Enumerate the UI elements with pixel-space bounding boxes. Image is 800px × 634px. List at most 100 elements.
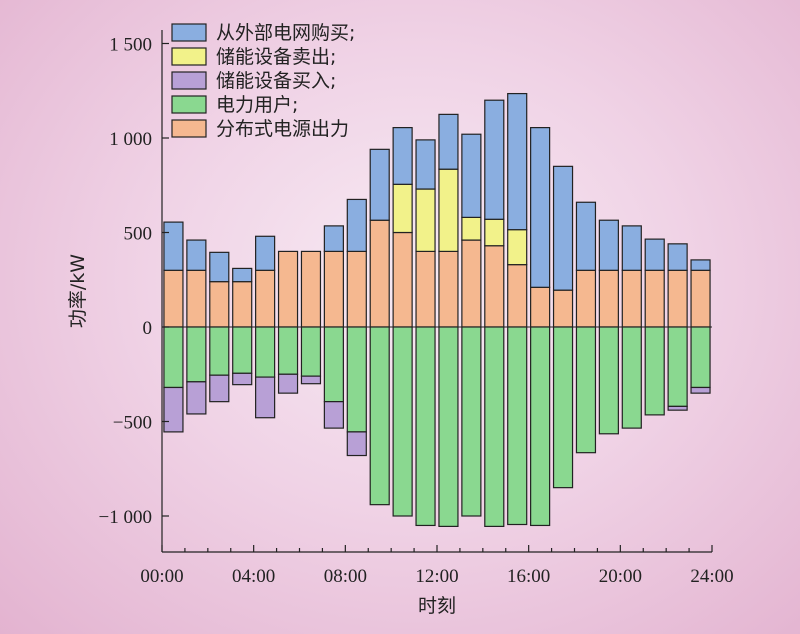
bar-segment	[530, 326, 551, 527]
bar-segment	[552, 289, 574, 328]
bar-segment	[369, 219, 390, 328]
x-tick-label: 16:00	[507, 566, 550, 587]
bar-segment	[667, 243, 688, 271]
bar-segment	[507, 229, 528, 266]
bar-segment	[392, 326, 413, 517]
bar-segment	[598, 219, 619, 271]
y-tick-label: 500	[124, 224, 153, 245]
x-tick-label: 12:00	[415, 566, 458, 587]
bar-segment	[438, 326, 459, 527]
x-axis-title: 时刻	[418, 595, 456, 617]
y-tick-label: 0	[143, 318, 153, 339]
bar-segment	[690, 326, 711, 389]
bar-segment	[392, 127, 413, 185]
bar-segment	[667, 405, 688, 411]
bar-segment	[323, 225, 344, 252]
bar-segment	[209, 251, 230, 283]
bar-segment	[461, 326, 482, 517]
bar-segment	[484, 99, 505, 220]
bar-segment	[690, 259, 711, 271]
bar-segment	[530, 286, 551, 328]
legend: 从外部电网购买;储能设备卖出;储能设备买入;电力用户;分布式电源出力	[171, 22, 355, 140]
bar-segment	[163, 269, 184, 328]
bar-segment	[415, 139, 436, 190]
bar-segment	[277, 250, 299, 328]
bar-segment	[575, 269, 597, 328]
legend-label: 分布式电源出力	[216, 118, 349, 140]
y-tick-label: 1 500	[109, 35, 152, 56]
bar-segment	[163, 386, 184, 433]
x-tick-label: 04:00	[232, 566, 275, 587]
bar-segment	[186, 239, 207, 271]
bar-segment	[277, 373, 299, 394]
bar-segment	[667, 326, 688, 407]
bar-segment	[415, 326, 436, 527]
legend-swatch	[171, 47, 207, 66]
bar-segment	[369, 326, 390, 506]
bar-segment	[644, 238, 665, 271]
bar-segment	[484, 245, 505, 328]
bar-segment	[346, 250, 367, 328]
bar-segment	[415, 188, 436, 252]
bar-segment	[323, 250, 344, 328]
bar-segment	[323, 401, 344, 429]
bar-segment	[690, 269, 711, 328]
bar-segment	[300, 250, 322, 328]
y-tick-label: −500	[113, 413, 152, 434]
bar-segment	[277, 326, 299, 375]
bar-segment	[346, 326, 367, 433]
legend-swatch	[171, 95, 207, 114]
bar-segment	[209, 326, 230, 376]
y-axis-title: 功率/kW	[67, 254, 89, 328]
bar-segment	[255, 269, 276, 328]
bar-segment	[369, 148, 390, 221]
bar-segment	[484, 326, 505, 527]
bar-segment	[255, 376, 276, 419]
bar-segment	[323, 326, 344, 403]
bar-segment	[598, 326, 619, 435]
bar-segment	[621, 269, 642, 328]
bar-segment	[346, 431, 367, 457]
bar-segment	[438, 168, 459, 252]
bar-segment	[552, 165, 574, 291]
legend-swatch	[171, 119, 207, 138]
bar-segment	[163, 326, 184, 389]
bar-segment	[300, 375, 322, 385]
bar-segment	[530, 127, 551, 288]
legend-label: 储能设备卖出;	[216, 46, 336, 68]
bar-segment	[232, 326, 253, 374]
bar-segment	[255, 235, 276, 271]
y-tick-label: −1 000	[99, 507, 152, 528]
bar-segment	[507, 264, 528, 328]
bar-segment	[667, 269, 688, 328]
bar-segment	[392, 183, 413, 234]
bar-segment	[209, 281, 230, 328]
bar-segment	[484, 218, 505, 247]
bar-segment	[644, 326, 665, 416]
bar-segment	[552, 326, 574, 489]
bar-segment	[461, 133, 482, 218]
bar-segment	[598, 269, 619, 328]
bar-segment	[232, 372, 253, 386]
bar-segment	[575, 326, 597, 454]
bar-segment	[186, 269, 207, 328]
legend-swatch	[171, 71, 207, 90]
bar-segment	[507, 326, 528, 526]
axes-layer: −1 000 −500 0 500 1 000 1 500 00:00 04:00 08:00 1…	[99, 30, 734, 587]
bar-segment	[186, 326, 207, 383]
x-tick-label: 08:00	[324, 566, 367, 587]
bar-segment	[232, 281, 253, 328]
bar-segment	[690, 386, 711, 394]
x-tick-label: 00:00	[140, 566, 183, 587]
legend-label: 从外部电网购买;	[216, 22, 355, 44]
x-tick-label: 20:00	[599, 566, 642, 587]
bar-segment	[621, 326, 642, 429]
bar-segment	[209, 374, 230, 403]
legend-label: 储能设备买入;	[216, 70, 336, 92]
bar-segment	[163, 221, 184, 271]
bar-segment	[644, 269, 665, 328]
bar-segment	[621, 225, 642, 271]
bar-segment	[438, 113, 459, 170]
bar-segment	[346, 198, 367, 253]
